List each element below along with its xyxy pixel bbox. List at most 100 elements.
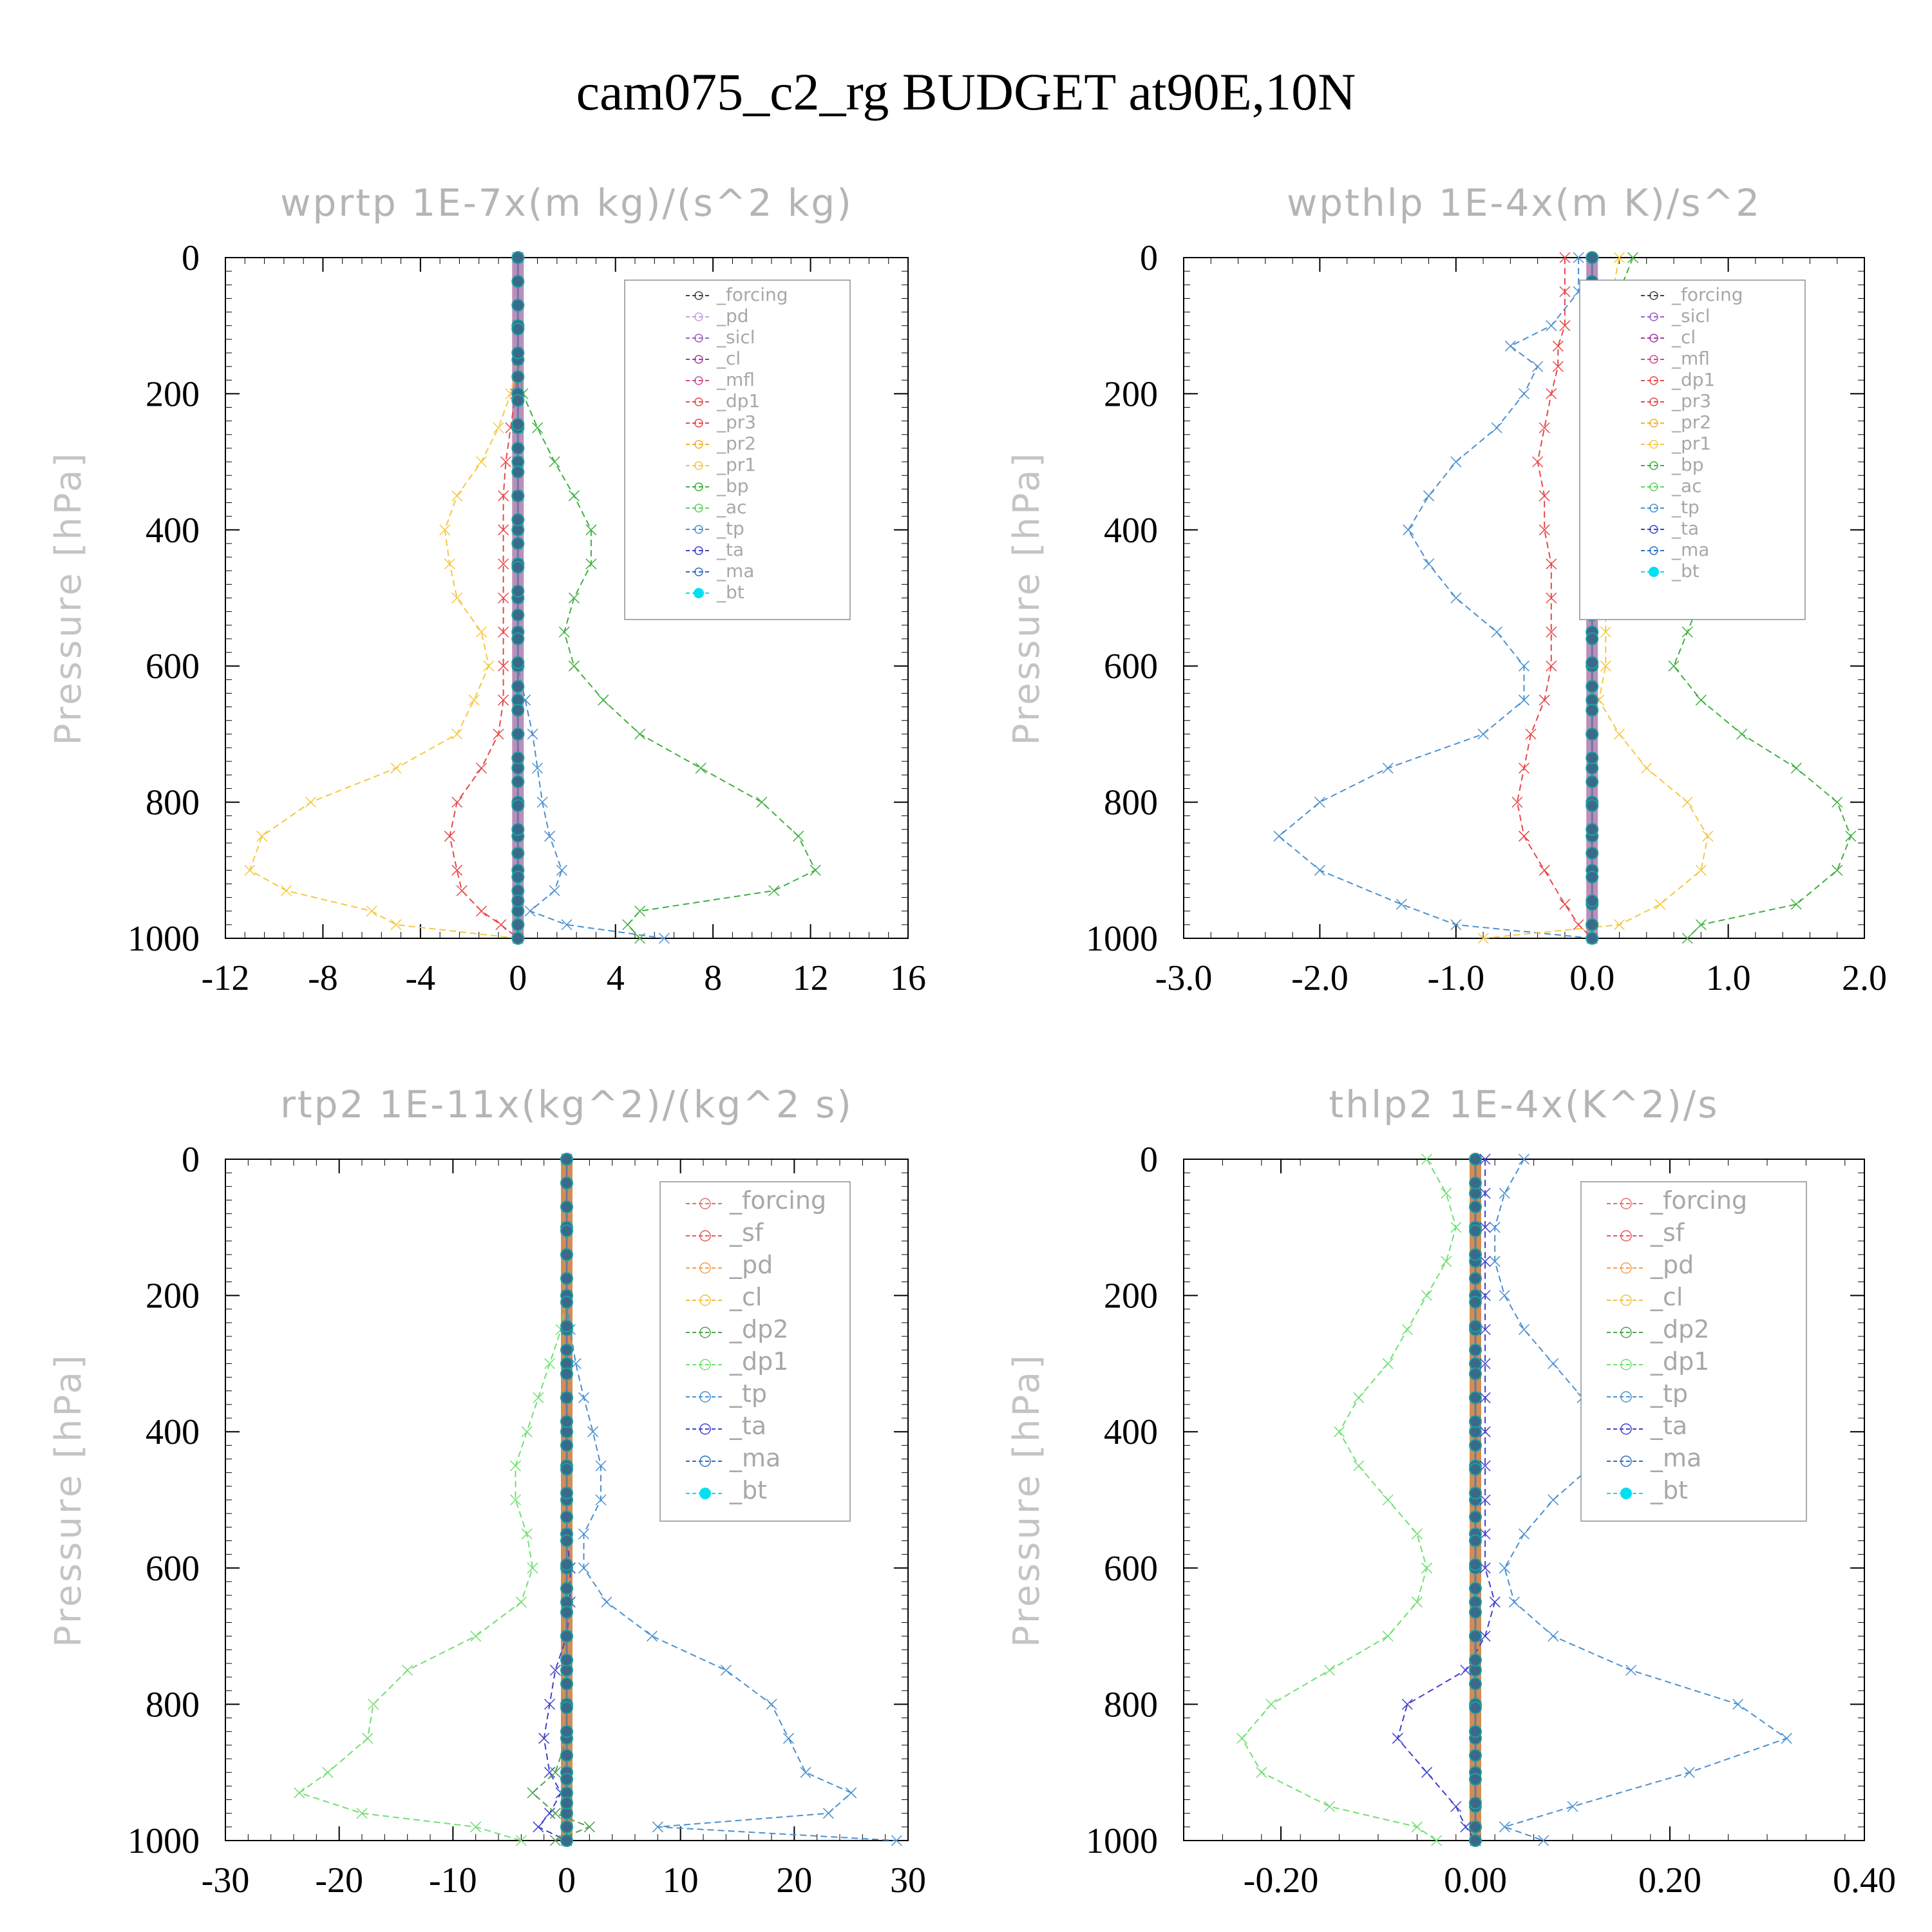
bt-point	[560, 1510, 573, 1524]
legend-label: _pd	[729, 1251, 773, 1279]
bt-point	[511, 608, 525, 621]
data-point	[544, 830, 556, 842]
data-point	[568, 490, 580, 502]
legend-swatch-marker	[1649, 504, 1658, 513]
series_tp	[561, 1153, 902, 1846]
legend-label: _ac	[1671, 475, 1702, 497]
bt-point	[560, 1796, 573, 1810]
legend-swatch-marker	[699, 1294, 711, 1306]
legend-swatch-marker	[1649, 312, 1658, 321]
data-point	[366, 905, 377, 917]
data-point	[1314, 797, 1325, 808]
data-point	[509, 1460, 522, 1472]
legend-label: _cl	[1671, 327, 1696, 348]
legend-box	[659, 1181, 851, 1522]
data-point	[532, 422, 544, 433]
bt-point	[560, 1534, 573, 1548]
legend-swatch-marker	[699, 1423, 711, 1435]
data-point	[451, 864, 463, 876]
data-point	[1421, 1766, 1433, 1778]
data-point	[1450, 1801, 1462, 1812]
data-point	[305, 797, 317, 808]
bt-point	[560, 1224, 573, 1238]
data-point	[1353, 1392, 1365, 1403]
data-point	[1552, 361, 1564, 372]
data-point	[1334, 1426, 1345, 1437]
data-point	[561, 919, 573, 931]
legend-swatch-marker	[694, 355, 703, 364]
data-point	[1681, 797, 1693, 808]
bt-point	[1469, 1463, 1482, 1476]
data-point	[1489, 1256, 1501, 1267]
bt-point	[511, 417, 525, 431]
data-point	[475, 905, 488, 917]
legend-box	[1579, 279, 1806, 620]
legend-swatch-marker	[699, 1359, 711, 1370]
data-point	[1832, 797, 1843, 808]
legend-label: _cl	[716, 348, 741, 369]
panel-2: wpthlp 1E-4x(m K)/s^2 Pressure [hPa] 0 200 4…	[1006, 181, 1887, 998]
y-tick-label: 1000	[128, 919, 200, 959]
data-point	[444, 558, 455, 570]
data-point	[544, 1808, 556, 1819]
data-point	[595, 1494, 607, 1506]
panel-title: rtp2 1E-11x(kg^2)/(kg^2 s)	[280, 1083, 853, 1126]
data-point	[1401, 1698, 1413, 1710]
x-tick-label: 1.0	[1706, 958, 1751, 998]
y-axis-label: Pressure [hPa]	[1006, 451, 1048, 746]
bt-point	[1469, 1367, 1482, 1381]
x-tick-label: -4	[406, 958, 436, 998]
data-point	[1613, 252, 1625, 263]
x-tick-label: 0.40	[1833, 1861, 1896, 1900]
legend-label: _pr2	[1671, 412, 1711, 433]
x-tick-label: 8	[704, 958, 722, 998]
legend-label: _tp	[1671, 497, 1700, 518]
data-point	[1441, 1256, 1452, 1267]
legend-label: _sf	[729, 1218, 764, 1247]
data-point	[1499, 1562, 1510, 1574]
legend-swatch-marker	[1649, 397, 1658, 406]
bt-point	[1469, 1558, 1482, 1571]
legend-label: _dp2	[729, 1315, 788, 1343]
legend-label: _bt	[1650, 1476, 1688, 1504]
data-point	[511, 932, 525, 945]
x-tick-label: -12	[202, 958, 250, 998]
bt-point	[560, 1605, 573, 1619]
y-axis-label: Pressure [hPa]	[48, 1352, 90, 1647]
x-tick-label: 30	[890, 1861, 926, 1900]
legend-swatch-marker	[1620, 1488, 1632, 1499]
legend-swatch-marker	[699, 1262, 711, 1274]
bt-point	[511, 584, 525, 598]
x-tick-label: -30	[202, 1861, 250, 1900]
legend-swatch-marker	[1620, 1359, 1632, 1370]
data-point	[1491, 626, 1502, 638]
data-point	[1479, 1256, 1491, 1267]
y-tick-label: 600	[1104, 1549, 1158, 1589]
data-point	[1559, 252, 1571, 263]
data-point	[1559, 320, 1571, 332]
data-point	[1518, 694, 1530, 706]
data-point	[1504, 340, 1516, 352]
series_ta	[1392, 1153, 1501, 1846]
data-point	[1411, 1528, 1423, 1540]
y-tick-label: 200	[1104, 374, 1158, 414]
bt-point	[1469, 1677, 1482, 1690]
bt-point	[560, 1820, 573, 1833]
legend-swatch-marker	[1649, 461, 1658, 470]
bt-point	[560, 1248, 573, 1262]
data-point	[1518, 1323, 1530, 1336]
series-line	[298, 1159, 567, 1841]
bt-point	[1469, 1343, 1482, 1357]
bt-point	[560, 1582, 573, 1595]
legend-swatch-marker	[694, 482, 703, 491]
data-point	[390, 762, 402, 774]
legend-swatch-marker	[1649, 334, 1658, 343]
legend-label: _ma	[1671, 539, 1709, 560]
data-point	[1567, 1801, 1578, 1812]
data-point	[1518, 388, 1530, 399]
legend-label: _ma	[729, 1444, 781, 1472]
data-point	[500, 456, 511, 468]
data-point	[1627, 252, 1639, 263]
bt-point	[1469, 1796, 1482, 1810]
legend-swatch-marker	[1620, 1423, 1632, 1435]
